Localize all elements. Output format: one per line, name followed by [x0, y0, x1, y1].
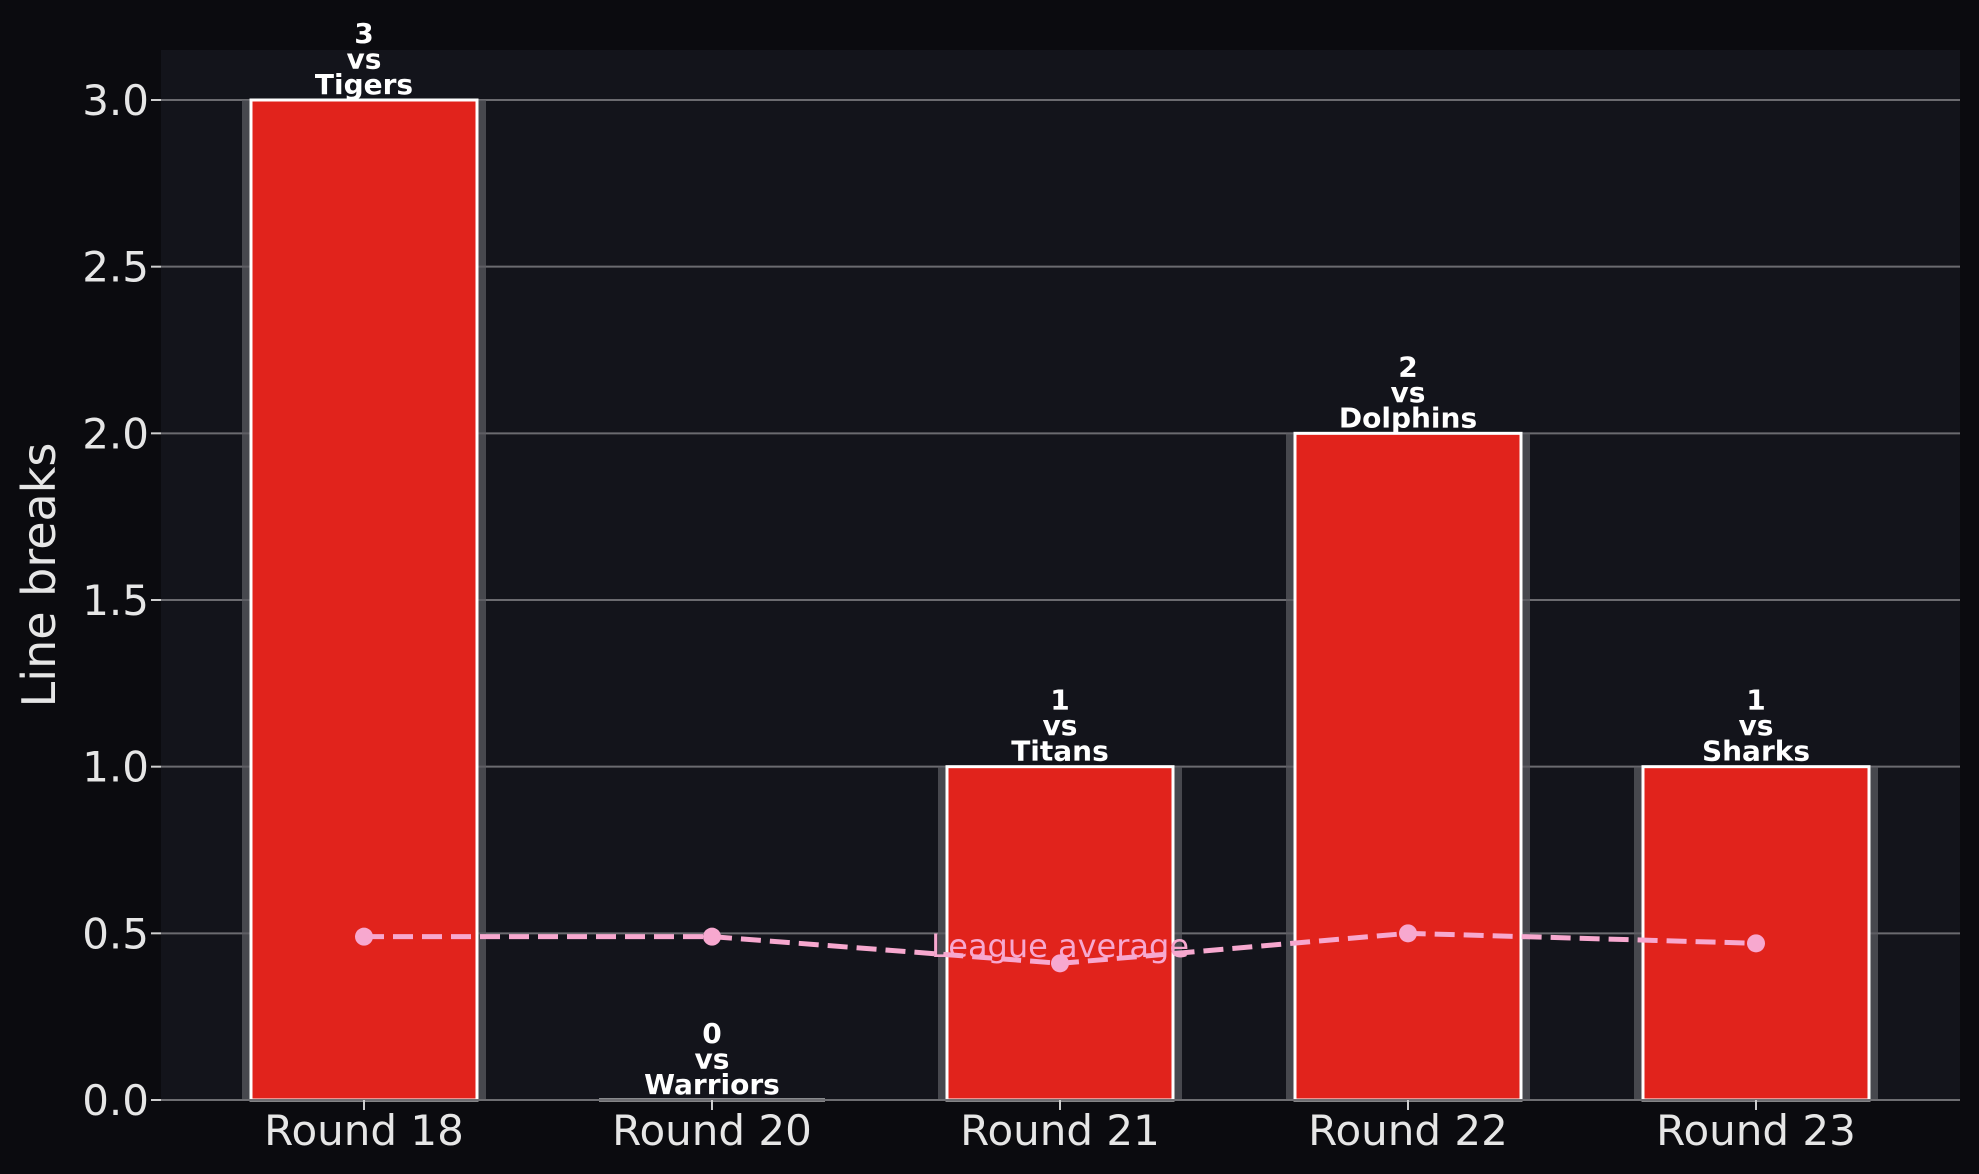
bar: [1293, 431, 1523, 1102]
x-tick-label: Round 22: [1308, 1106, 1508, 1155]
league-average-label: League average: [931, 927, 1189, 965]
y-axis-title: Line breaks: [12, 443, 66, 708]
league-average-marker: [1051, 954, 1069, 973]
y-tick-label: 1.0: [82, 743, 149, 792]
bar: [1641, 765, 1871, 1102]
bar-label: vs: [1739, 709, 1774, 742]
y-tick-label: 3.0: [82, 76, 149, 125]
bar-label: 1: [1746, 684, 1765, 717]
league-average-marker: [1747, 934, 1765, 953]
y-tick-label: 2.5: [82, 243, 149, 292]
bar-label: vs: [1043, 709, 1078, 742]
bar-label: 1: [1050, 684, 1069, 717]
league-average-marker: [1399, 924, 1417, 943]
league-average-marker: [703, 927, 721, 946]
axes: 0.0 0.5 1.0 1.5 2.0 2.5 3.0 Round 18 Round 20 Rou…: [82, 76, 1960, 1155]
bar-label: vs: [347, 43, 382, 76]
bar-label: vs: [1391, 376, 1426, 409]
bar-label: Tigers: [315, 68, 413, 101]
league-average-series: League average: [355, 924, 1765, 973]
bar-label: 2: [1398, 350, 1417, 383]
bar-label: vs: [695, 1043, 730, 1076]
bar: [945, 765, 1175, 1102]
y-tick-label: 0.5: [82, 909, 149, 958]
bar-label: Warriors: [644, 1068, 780, 1101]
bar-label: Titans: [1011, 735, 1109, 768]
x-tick-label: Round 20: [612, 1106, 812, 1155]
bar-labels: 3vsTigers0vsWarriors1vsTitans2vsDolphins…: [315, 17, 1810, 1101]
bar-label: 0: [702, 1017, 721, 1050]
bar: [249, 98, 479, 1102]
x-tick-label: Round 23: [1656, 1106, 1856, 1155]
bar-label: Dolphins: [1339, 401, 1477, 434]
league-average-marker: [355, 927, 373, 946]
x-tick-label: Round 21: [960, 1106, 1160, 1155]
x-tick-label: Round 18: [264, 1106, 464, 1155]
y-tick-label: 0.0: [82, 1076, 149, 1125]
bar-label: Sharks: [1702, 735, 1810, 768]
bar-label: 3: [354, 17, 373, 50]
y-tick-label: 1.5: [82, 576, 149, 625]
y-tick-label: 2.0: [82, 409, 149, 458]
